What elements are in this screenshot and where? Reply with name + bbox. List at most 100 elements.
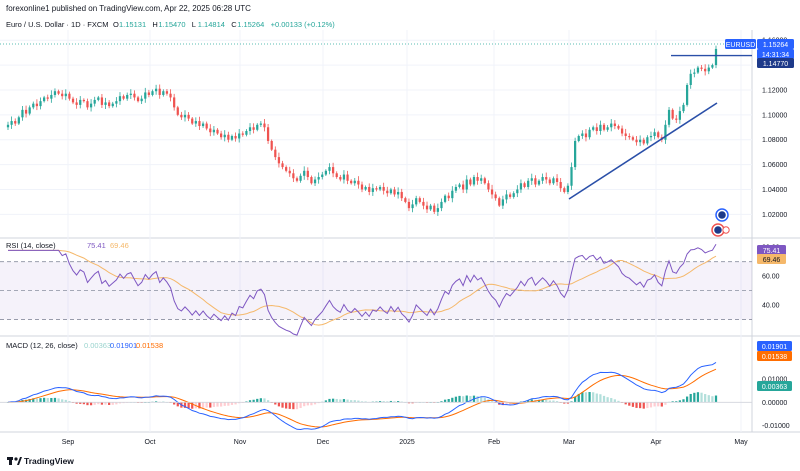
candle	[122, 94, 125, 101]
candle	[516, 185, 519, 198]
candle-body	[628, 135, 631, 138]
candle	[151, 89, 154, 97]
macd-histogram-bar	[407, 402, 411, 404]
ohlc-value: 1.15470	[158, 20, 185, 29]
macd-histogram-bar	[86, 402, 89, 406]
candle-body	[501, 199, 504, 206]
candle	[400, 188, 403, 201]
candle-body	[667, 109, 671, 125]
macd-tick-label: 0.00000	[762, 400, 787, 407]
rsi-legend[interactable]: RSI (14, close) 75.41 69.46	[6, 241, 129, 250]
ohlc-key: O	[113, 20, 119, 29]
macd-histogram-bar	[577, 393, 580, 403]
macd-histogram-bar	[288, 402, 291, 409]
candle	[191, 117, 194, 125]
macd-value-tag: 0.01901	[757, 341, 792, 351]
macd-histogram-bar	[476, 396, 479, 403]
tradingview-logo[interactable]: TradingView	[7, 456, 74, 466]
macd-histogram-bar	[563, 402, 566, 404]
macd-histogram-bar	[57, 398, 60, 403]
time-axis[interactable]: Sep Oct Nov Dec 2025 Feb Mar Apr May	[62, 439, 748, 446]
candle	[303, 166, 306, 180]
candle	[97, 95, 100, 102]
candle	[241, 131, 244, 137]
candle	[505, 190, 508, 204]
candle-body	[252, 127, 255, 130]
macd-histogram-bar	[324, 400, 327, 403]
candle	[545, 172, 548, 184]
macd-histogram-bar	[32, 398, 35, 403]
macd-histogram-bar	[198, 402, 201, 409]
candle	[313, 176, 317, 186]
macd-histogram-bar	[490, 401, 494, 403]
macd-histogram-bar	[545, 399, 548, 403]
candle	[176, 105, 179, 117]
candle-body	[418, 198, 421, 202]
candle	[133, 90, 136, 101]
candle-body	[266, 127, 270, 141]
candle-body	[165, 91, 169, 94]
candle	[494, 191, 497, 201]
candle-body	[234, 135, 237, 139]
candle	[588, 127, 591, 140]
candle-body	[646, 137, 649, 144]
candle	[252, 123, 255, 134]
macd-histogram-bar	[281, 402, 284, 408]
indicator-circle-icon[interactable]	[715, 208, 729, 222]
macd-histogram-bar	[704, 394, 707, 403]
candle-body	[563, 188, 566, 192]
candle-body	[223, 134, 226, 138]
candle-body	[28, 107, 31, 114]
macd-histogram-bar	[711, 396, 714, 403]
candle-body	[541, 177, 544, 181]
candle	[317, 172, 320, 184]
time-tick-label: Feb	[488, 439, 500, 446]
macd-histogram-bar	[122, 402, 125, 404]
macd-histogram-bar	[530, 399, 533, 403]
price-tick-label: 1.02000	[762, 212, 787, 219]
time-tick-label: Oct	[145, 439, 156, 446]
histogram-tag-text: 0.00363	[762, 384, 787, 391]
macd-histogram-bar	[671, 401, 674, 403]
time-tick-label: Sep	[62, 439, 75, 446]
candle-body	[443, 195, 447, 202]
macd-histogram-bar	[350, 400, 353, 403]
candle	[357, 176, 360, 189]
macd-histogram-bar	[295, 402, 299, 410]
symbol-title[interactable]: Euro / U.S. Dollar · 1D · FXCM	[6, 20, 109, 29]
candle-body	[487, 183, 490, 190]
price-pane[interactable]: 1.160001.140001.120001.100001.080001.060…	[0, 38, 787, 237]
candle-body	[610, 123, 613, 128]
candle	[700, 65, 703, 72]
candle	[46, 94, 49, 102]
candle	[425, 201, 429, 214]
last-price-text: 1.15264	[763, 42, 788, 49]
candle	[310, 175, 313, 185]
candle-body	[657, 132, 660, 138]
macd-tick-label: 0.01000	[762, 377, 787, 384]
rsi-tick-label: 60.00	[762, 274, 780, 281]
macd-histogram-bar	[50, 398, 53, 403]
price-tick-label: 1.04000	[762, 187, 787, 194]
macd-histogram-bar	[541, 399, 544, 403]
candle-body	[82, 99, 85, 102]
macd-histogram-bar	[548, 400, 551, 403]
candle	[136, 95, 140, 103]
macd-histogram-bar	[480, 396, 483, 403]
candle-body	[595, 127, 598, 132]
candle-body	[310, 177, 313, 184]
candle	[429, 203, 432, 211]
candle	[220, 130, 223, 140]
candle-body	[512, 193, 515, 197]
indicator-circle-icon[interactable]	[711, 223, 730, 237]
candle	[458, 182, 461, 189]
trendline[interactable]	[568, 102, 718, 200]
macd-pane[interactable]: 0.01000 0.00000 -0.01000	[0, 361, 790, 431]
candle	[631, 135, 635, 142]
macd-legend[interactable]: MACD (12, 26, close) 0.00363 0.01901 0.0…	[6, 341, 163, 350]
candle	[415, 195, 418, 207]
candle	[498, 196, 501, 208]
macd-histogram-bar	[339, 399, 342, 403]
